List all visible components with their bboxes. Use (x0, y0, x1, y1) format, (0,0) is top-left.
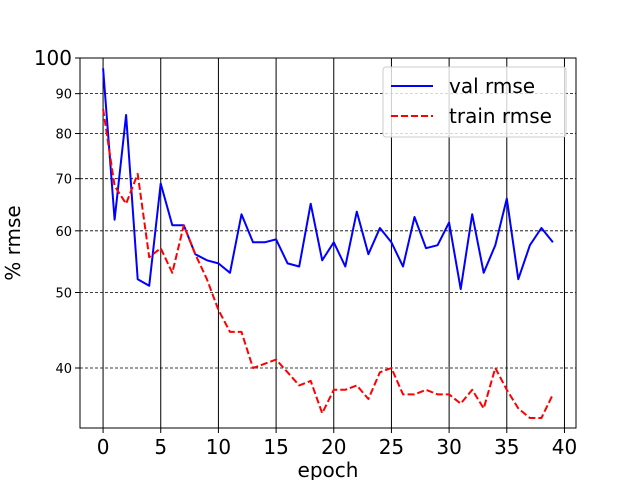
series-layer (102, 68, 554, 419)
y-tick-label-80: 80 (55, 127, 72, 142)
x-tick-label-15: 15 (263, 435, 288, 459)
series-line-train-rmse (102, 108, 554, 419)
x-axis-label: epoch (298, 458, 359, 480)
y-tick-label-70: 70 (55, 173, 72, 188)
x-tick-label-40: 40 (552, 435, 577, 459)
x-tick-label-25: 25 (379, 435, 404, 459)
y-tick-label-100: 100 (34, 46, 72, 70)
x-tick-label-20: 20 (321, 435, 346, 459)
y-tick-label-90: 90 (55, 88, 72, 103)
y-gridlines (80, 93, 576, 369)
y-axis-label: % rmse (1, 205, 25, 280)
y-axis-ticks: 40 50 60 70 80 90 100 (34, 46, 80, 377)
legend-box (382, 66, 567, 138)
x-axis-ticks: 0 5 10 15 20 25 30 35 40 (97, 428, 577, 459)
series-line-val-rmse (102, 68, 554, 291)
y-tick-label-50: 50 (55, 287, 72, 302)
axes-frame (79, 57, 577, 429)
x-tick-label-0: 0 (97, 435, 110, 459)
x-tick-label-30: 30 (436, 435, 461, 459)
y-tick-label-60: 60 (55, 225, 72, 240)
y-tick-label-40: 40 (55, 362, 72, 377)
legend: val rmse train rmse (382, 66, 567, 138)
x-tick-label-5: 5 (154, 435, 167, 459)
legend-label-val-rmse: val rmse (449, 74, 535, 98)
legend-label-train-rmse: train rmse (449, 104, 552, 128)
x-tick-label-10: 10 (206, 435, 231, 459)
x-tick-label-35: 35 (494, 435, 519, 459)
